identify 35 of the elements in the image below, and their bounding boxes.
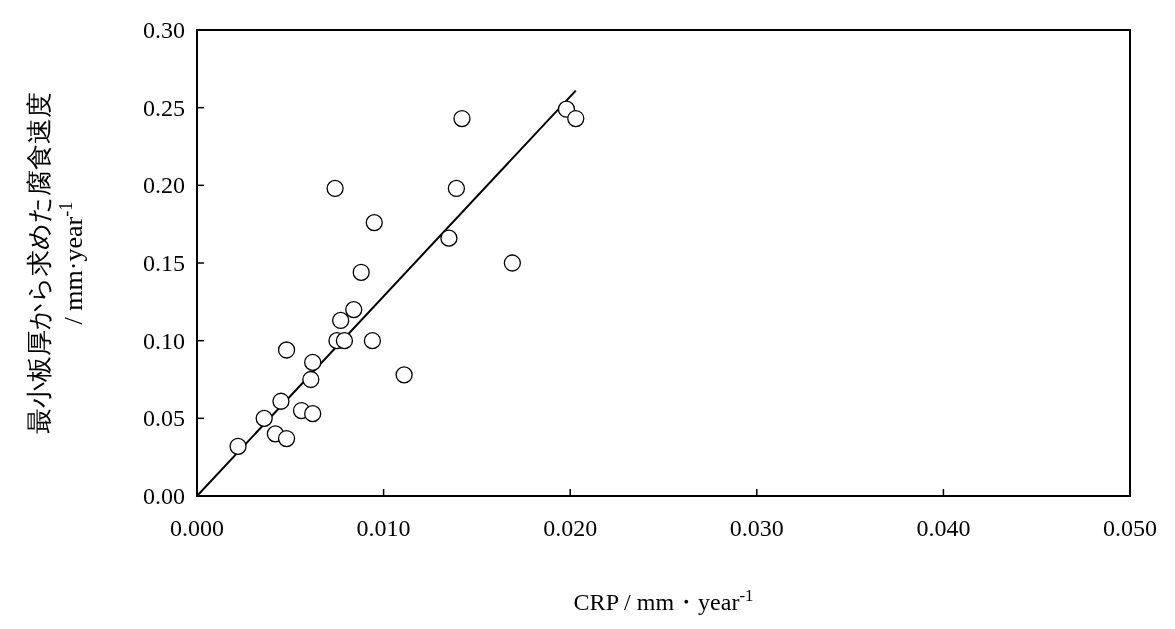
point — [272, 392, 290, 410]
point — [567, 109, 585, 128]
x-tick-label: 0.000 — [170, 515, 224, 541]
point — [453, 109, 471, 128]
point — [277, 429, 296, 448]
x-tick-label: 0.030 — [729, 515, 784, 541]
point — [229, 437, 247, 455]
point — [304, 405, 322, 423]
y-tick-label: 0.15 — [143, 250, 185, 276]
point — [302, 370, 320, 389]
point — [326, 179, 344, 198]
point — [503, 254, 521, 272]
point — [352, 263, 370, 281]
y-tick-label: 0.20 — [143, 172, 185, 199]
point — [345, 300, 363, 319]
point — [304, 353, 322, 372]
y-tick-label: 0.25 — [143, 94, 185, 121]
x-tick-label: 0.020 — [543, 515, 598, 541]
point — [395, 366, 413, 384]
x-tick-label: 0.050 — [1103, 515, 1157, 541]
y-tick-label: 0.30 — [143, 17, 185, 43]
point — [447, 179, 466, 198]
y-tick-label: 0.10 — [143, 327, 185, 354]
y-tick-label: 0.00 — [143, 483, 185, 509]
y-tick-label: 0.05 — [143, 405, 185, 432]
point — [363, 332, 382, 350]
x-tick-label: 0.010 — [356, 515, 411, 541]
point — [365, 213, 383, 232]
point — [440, 229, 458, 247]
x-axis-title: CRP / mm・year$^{-1}$ — [573, 585, 754, 615]
x-tick-label: 0.040 — [916, 515, 971, 541]
point — [335, 332, 354, 350]
point — [332, 311, 350, 330]
point — [277, 341, 296, 359]
point — [255, 409, 273, 427]
